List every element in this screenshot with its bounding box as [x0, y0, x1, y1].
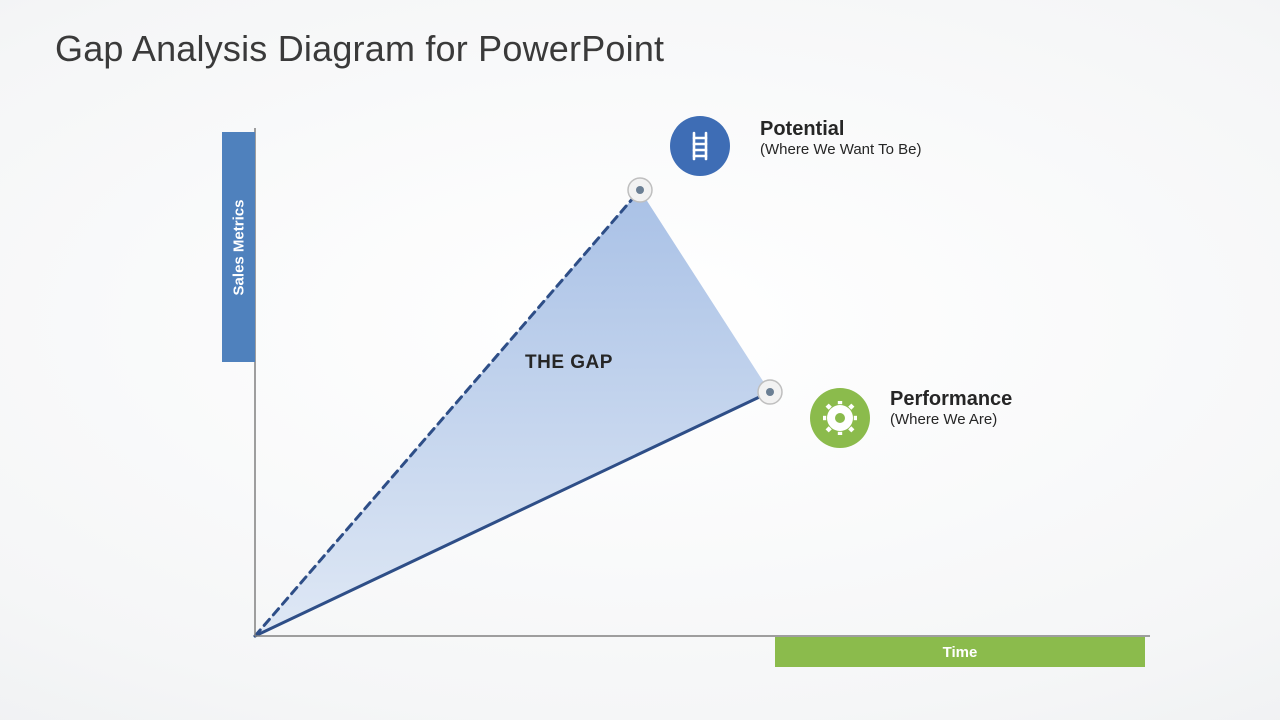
potential-icon-circle: [670, 116, 730, 176]
performance-label: Performance (Where We Are): [890, 388, 1012, 429]
potential-title: Potential: [760, 118, 921, 141]
performance-icon-circle: [810, 388, 870, 448]
gap-area: [255, 190, 770, 636]
x-axis-label: Time: [943, 644, 978, 661]
y-axis-band: Sales Metrics: [222, 132, 255, 362]
slide: Gap Analysis Diagram for PowerPoint Sale…: [0, 0, 1280, 720]
ladder-icon: [687, 131, 713, 161]
gap-label: THE GAP: [525, 352, 613, 374]
potential-subtitle: (Where We Want To Be): [760, 141, 921, 159]
x-axis-band: Time: [775, 637, 1145, 667]
performance-subtitle: (Where We Are): [890, 411, 1012, 429]
gear-icon: [823, 401, 857, 435]
performance-marker: [758, 380, 782, 404]
performance-title: Performance: [890, 388, 1012, 411]
potential-marker: [628, 178, 652, 202]
potential-label: Potential (Where We Want To Be): [760, 118, 921, 159]
y-axis-label: Sales Metrics: [230, 199, 247, 295]
gap-analysis-chart: [0, 0, 1280, 720]
